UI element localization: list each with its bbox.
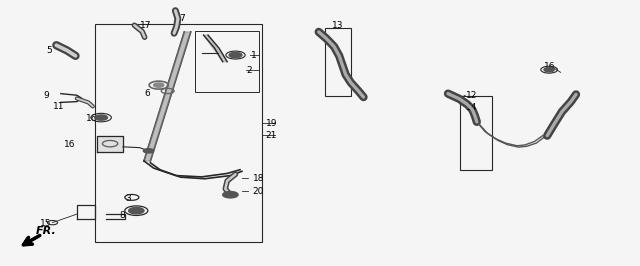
Circle shape: [143, 149, 154, 153]
Text: 11: 11: [52, 102, 64, 111]
Text: 1: 1: [251, 51, 257, 60]
Text: 21: 21: [266, 131, 277, 140]
Polygon shape: [204, 35, 227, 62]
Polygon shape: [97, 136, 123, 152]
Text: 3: 3: [125, 194, 131, 203]
Text: 12: 12: [466, 91, 477, 100]
Text: 6: 6: [144, 89, 150, 98]
Text: 16: 16: [86, 114, 98, 123]
Text: 7: 7: [179, 14, 185, 23]
Text: 8: 8: [119, 211, 125, 220]
Bar: [95, 24, 262, 242]
Text: 19: 19: [266, 119, 277, 128]
Text: 20: 20: [253, 187, 264, 196]
Text: 9: 9: [44, 91, 49, 100]
Text: 14: 14: [466, 103, 477, 112]
Text: 2: 2: [246, 66, 252, 75]
Bar: [325, 28, 351, 96]
Text: 13: 13: [332, 21, 343, 30]
Text: 16: 16: [544, 62, 556, 71]
Circle shape: [229, 52, 242, 58]
Text: 18: 18: [253, 174, 264, 183]
Circle shape: [95, 115, 108, 120]
Text: 17: 17: [140, 21, 151, 30]
Circle shape: [223, 192, 238, 198]
Bar: [460, 96, 492, 170]
Text: 5: 5: [46, 46, 52, 55]
Polygon shape: [144, 32, 191, 161]
Text: 16: 16: [64, 140, 76, 149]
Bar: [195, 31, 259, 92]
Circle shape: [154, 83, 164, 87]
Circle shape: [129, 207, 144, 214]
Text: 15: 15: [40, 219, 51, 228]
Text: FR.: FR.: [36, 226, 56, 236]
Circle shape: [544, 68, 554, 72]
